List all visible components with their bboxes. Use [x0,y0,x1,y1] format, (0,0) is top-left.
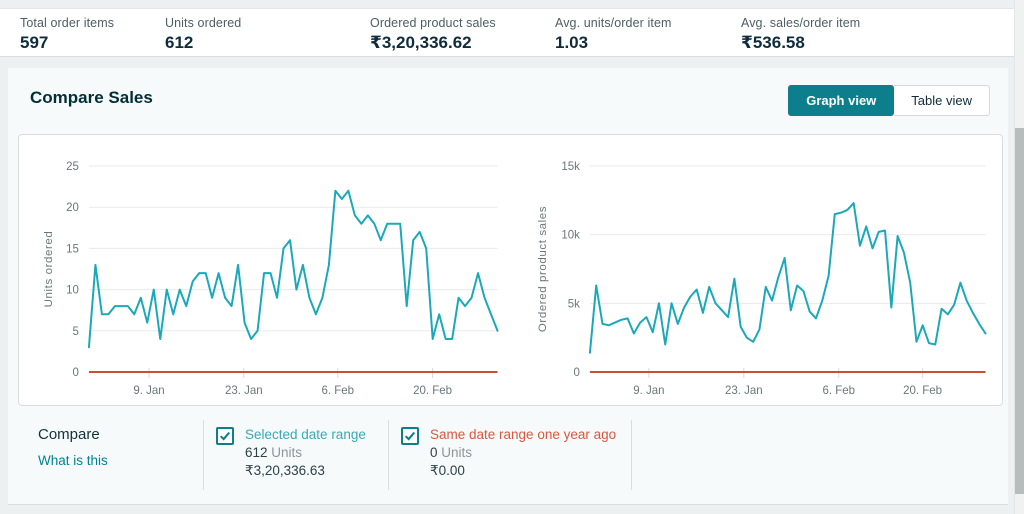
svg-text:15: 15 [66,243,79,255]
page-title: Compare Sales [30,88,153,107]
svg-text:6. Feb: 6. Feb [321,385,354,397]
svg-text:15k: 15k [561,161,580,173]
stat-label: Units ordered [165,16,242,30]
svg-text:10k: 10k [561,230,580,242]
svg-text:20: 20 [66,202,79,214]
stat-units-ordered: Units ordered 612 [165,16,370,56]
svg-text:20. Feb: 20. Feb [413,385,452,397]
year-ago-checkbox[interactable] [401,427,419,445]
units-word: Units [271,445,303,460]
legend-item-year-ago: Same date range one year ago 0 Units ₹0.… [388,420,631,490]
legend-item-units: 612 Units [245,444,366,462]
svg-text:5k: 5k [567,298,579,310]
stat-value: ₹536.58 [741,33,805,52]
svg-text:Units ordered: Units ordered [43,231,55,308]
units-word: Units [441,445,473,460]
svg-text:6. Feb: 6. Feb [822,385,855,397]
stat-value: ₹3,20,336.62 [370,33,472,52]
stat-label: Total order items [20,16,115,30]
legend-item-text: Selected date range 612 Units ₹3,20,336.… [245,426,366,480]
legend-item-label: Selected date range [245,427,366,442]
stat-label: Avg. sales/order item [741,16,861,30]
compare-header: Compare What is this [8,420,203,490]
svg-text:Ordered product sales: Ordered product sales [536,206,548,332]
svg-text:25: 25 [66,161,79,173]
units-ordered-chart[interactable]: 0 5 10 15 20 25 9. Jan 23. Jan 6. Feb 20. Feb Unit… [19,135,511,405]
checkbox-check-icon [404,431,416,441]
stat-value: 1.03 [555,33,589,52]
legend-item-selected-range: Selected date range 612 Units ₹3,20,336.… [203,420,388,490]
stat-total-order-items: Total order items 597 [0,16,165,56]
svg-text:9. Jan: 9. Jan [133,385,164,397]
stat-avg-units-per-order: Avg. units/order item 1.03 [555,16,741,56]
svg-text:5: 5 [73,326,79,338]
compare-legend: Compare What is this Selected date range… [8,420,1008,490]
svg-text:10: 10 [66,285,79,297]
svg-text:0: 0 [73,367,79,379]
compare-title: Compare [38,426,100,443]
stat-avg-sales-per-order: Avg. sales/order item ₹536.58 [741,16,1014,56]
units-value: 0 [430,445,438,460]
stat-ordered-product-sales: Ordered product sales ₹3,20,336.62 [370,16,555,56]
scrollbar-thumb[interactable] [1015,128,1024,494]
selected-range-checkbox[interactable] [216,427,234,445]
stat-label: Avg. units/order item [555,16,672,30]
svg-text:23. Jan: 23. Jan [225,385,263,397]
checkbox-check-icon [219,431,231,441]
stat-label: Ordered product sales [370,16,496,30]
legend-item-text: Same date range one year ago 0 Units ₹0.… [430,426,616,480]
charts-panel: 0 5 10 15 20 25 9. Jan 23. Jan 6. Feb 20. Feb Unit… [18,134,1003,406]
view-toggle: Graph view Table view [788,85,990,116]
legend-item-amount: ₹3,20,336.63 [245,463,325,478]
svg-text:20. Feb: 20. Feb [903,385,942,397]
legend-divider [631,420,632,490]
compare-sales-card: Compare Sales Graph view Table view 0 5 10… [8,68,1008,505]
graph-view-button[interactable]: Graph view [788,85,895,116]
units-value: 612 [245,445,268,460]
legend-item-label: Same date range one year ago [430,427,617,442]
ordered-product-sales-chart[interactable]: 0 5k 10k 15k 9. Jan 23. Jan 6. Feb 20. Feb Order… [511,135,1003,405]
legend-item-amount: ₹0.00 [430,463,465,478]
stat-value: 612 [165,33,194,52]
legend-item-units: 0 Units [430,444,616,462]
svg-text:9. Jan: 9. Jan [633,385,664,397]
stat-value: 597 [20,33,49,52]
scrollbar[interactable] [1014,0,1024,514]
table-view-button[interactable]: Table view [894,85,990,116]
svg-text:0: 0 [573,367,579,379]
stats-bar: Total order items 597 Units ordered 612 … [0,8,1014,57]
what-is-this-link[interactable]: What is this [38,453,108,468]
svg-text:23. Jan: 23. Jan [724,385,762,397]
